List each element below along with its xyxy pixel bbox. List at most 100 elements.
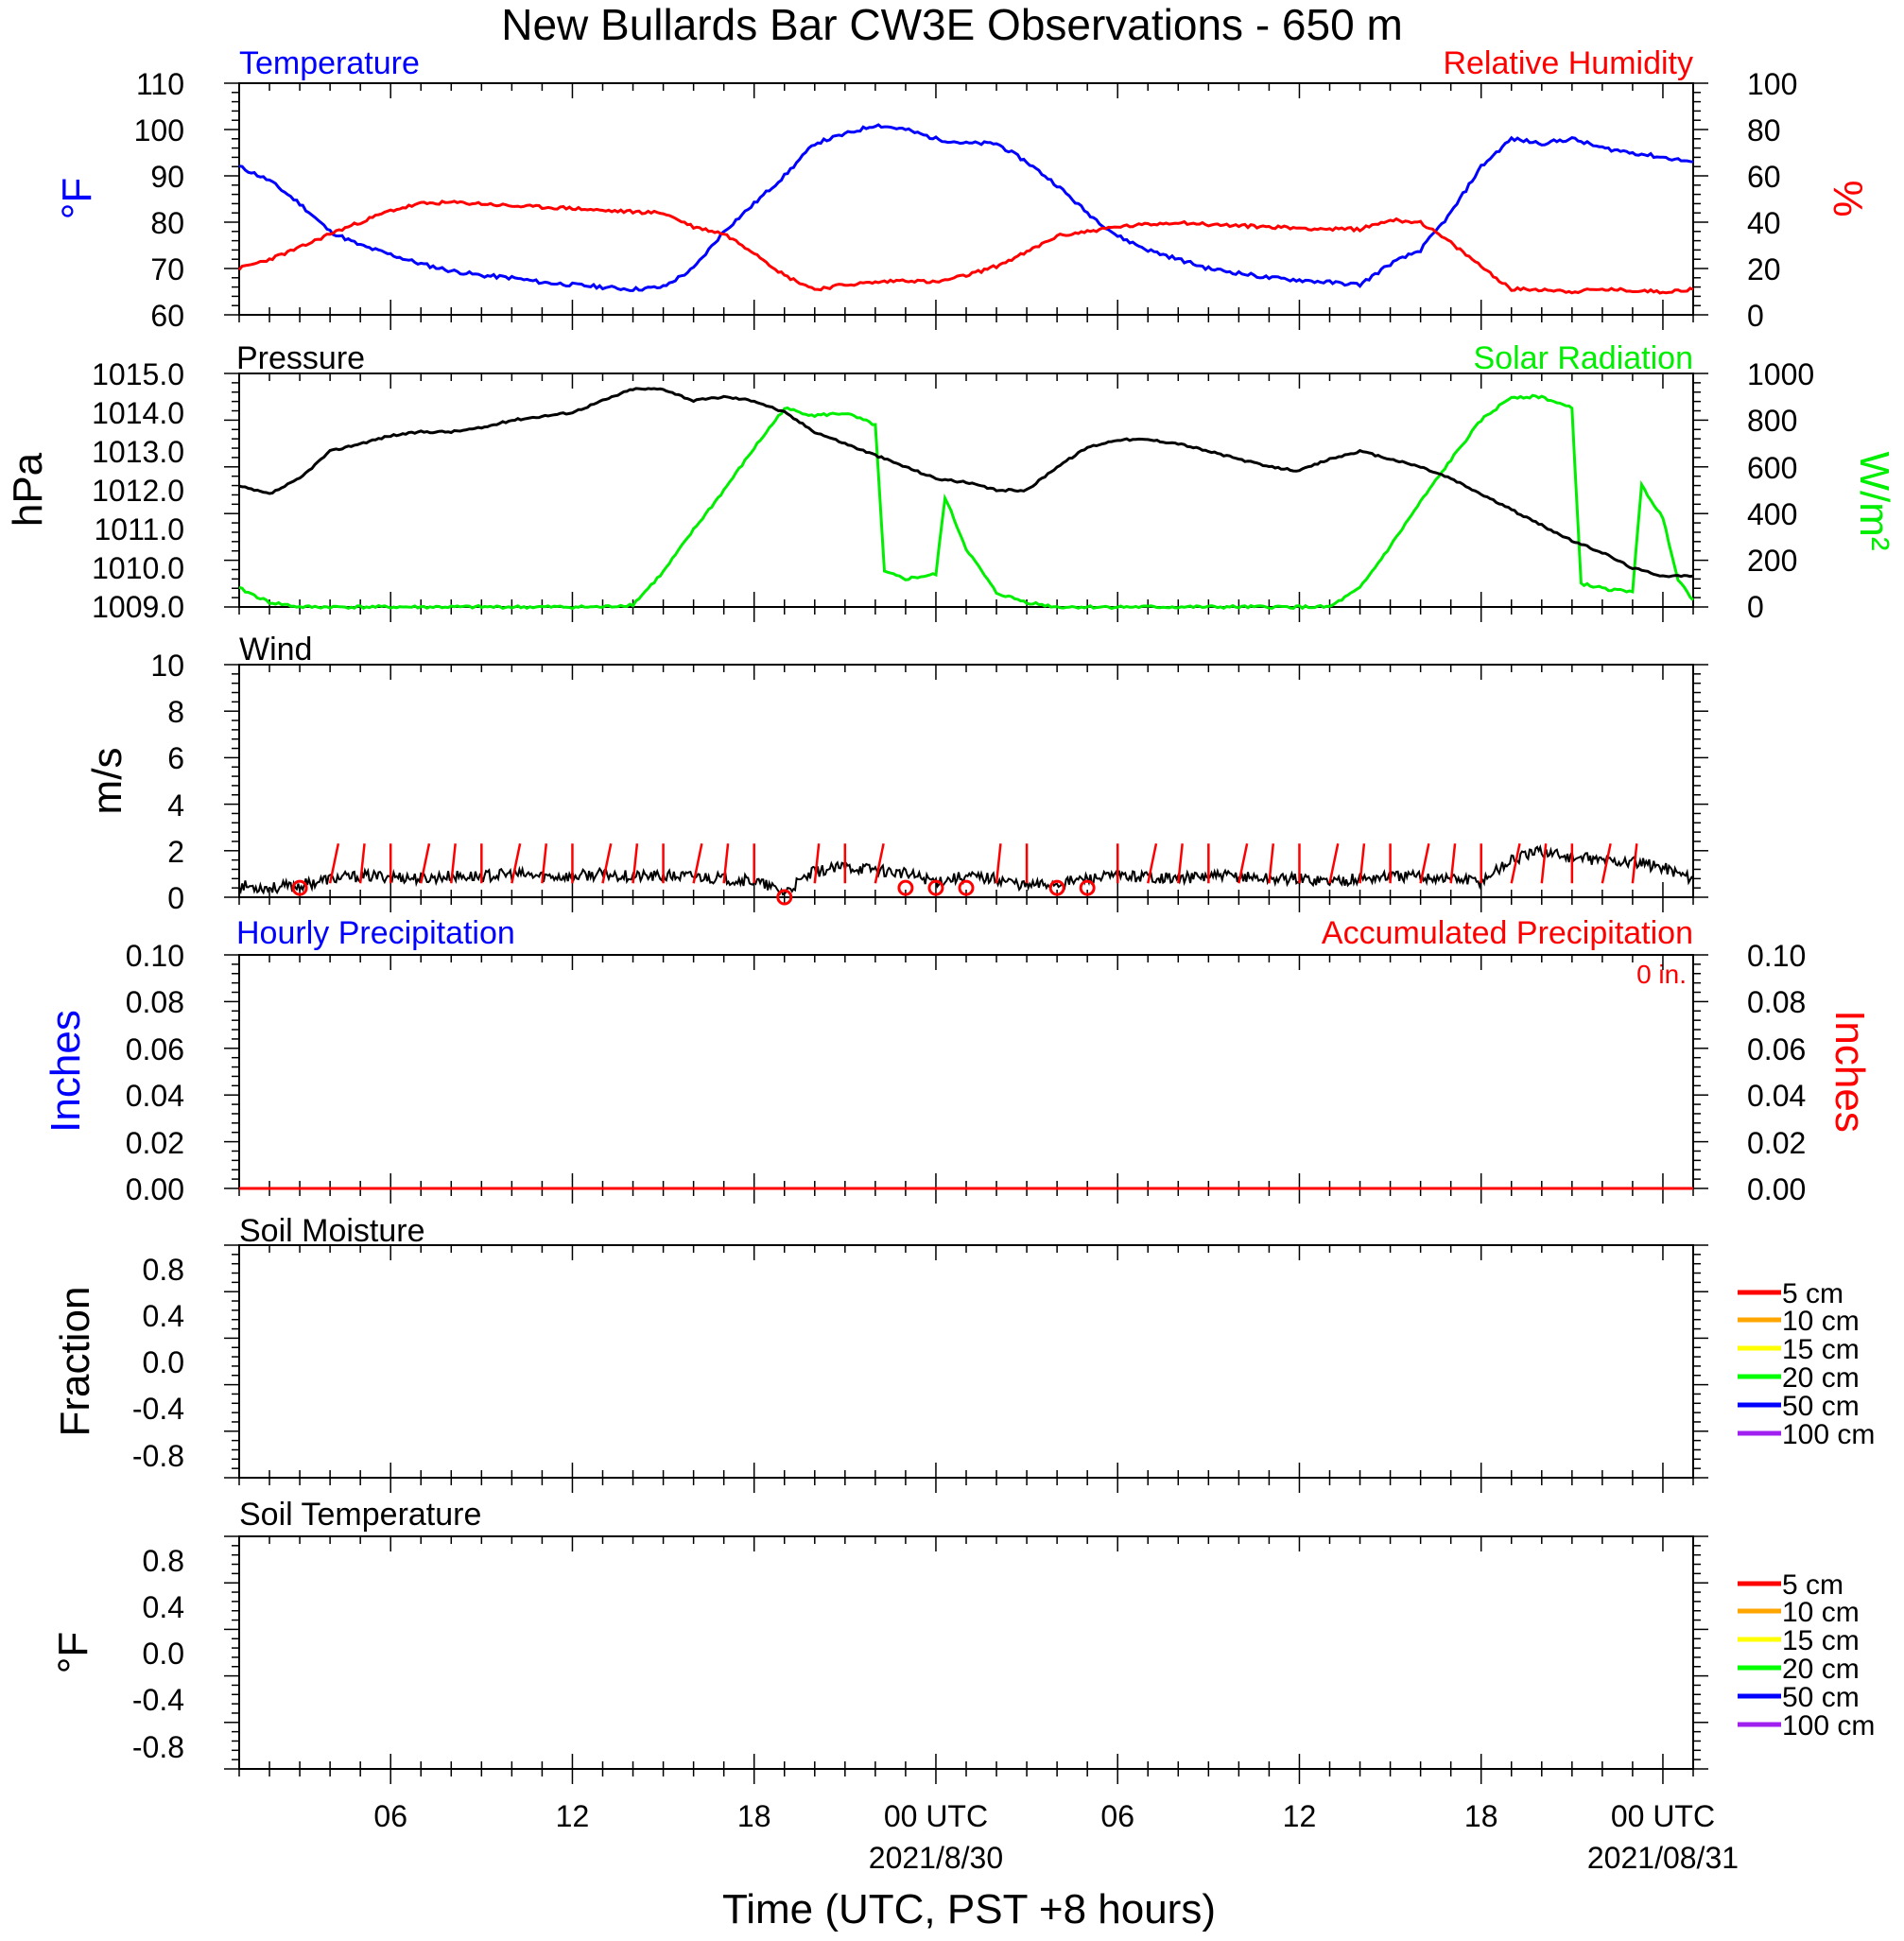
wind-barbs [291,842,1638,906]
wind-barb [358,843,366,884]
pressure-tick-label: 1010.0 [92,551,184,585]
wind-barb [1601,842,1612,884]
wind-barb [450,843,457,884]
panel-wind-left-unit: m/s [84,748,130,815]
panel-pressure-left-title: Pressure [236,340,365,376]
soil-temp-tick-label: 0.4 [143,1590,184,1624]
x-tick-label: 18 [1464,1799,1498,1833]
wind-barb [328,842,340,884]
panel-soil-temp-tick-marks [224,1535,1708,1784]
pressure-tick-label: 1012.0 [92,474,184,508]
panel-soil-temp-left-title: Soil Temperature [239,1497,481,1533]
legend-label-15cm: 15 cm [1782,1625,1860,1656]
wind-barb [1147,842,1158,884]
panel-precip-right-title: Accumulated Precipitation [1322,915,1693,951]
panel-precip-left-ticks: 0.10 0.08 0.06 0.04 0.02 0.00 [126,939,184,1206]
wind-barb [1510,842,1521,884]
wind-barb [1328,842,1340,884]
accum-tick-label: 0.02 [1747,1126,1806,1160]
wind-barb [1631,843,1638,884]
x-tick-label: 18 [737,1799,771,1833]
panel-soil-moisture-left-title: Soil Moisture [239,1213,425,1249]
panel-temp-rh-frame [238,82,1694,316]
solar-tick-label: 1000 [1747,357,1814,391]
panel-temp-rh-left-title: Temperature [239,45,420,81]
wind-calm-circle [927,879,944,896]
solar-tick-label: 800 [1747,404,1797,438]
panel-soil-temp-left-ticks: 0.8 0.4 0.0 -0.4 -0.8 [132,1544,184,1764]
panel-soil-moisture: Soil Moisture Fraction 0.8 0.4 0.0 -0.4 … [52,1213,1875,1493]
rh-tick-label: 20 [1747,252,1781,286]
wind-barb [692,842,703,884]
x-tick-label: 06 [373,1799,407,1833]
wind-calm-circle [776,889,793,906]
legend-label-5cm: 5 cm [1782,1278,1843,1309]
wind-calm-circle [958,879,975,896]
legend-label-20cm: 20 cm [1782,1362,1860,1394]
wind-tick-label: 8 [167,695,184,729]
solar-tick-label: 600 [1747,451,1797,485]
panel-wind-left-ticks: 10 8 6 4 2 0 [150,649,184,915]
wind-barb [813,843,821,884]
wind-calm-circle [1048,879,1065,896]
legend-label-20cm: 20 cm [1782,1654,1860,1685]
panel-soil-moisture-tick-marks [224,1244,1708,1493]
panel-temp-rh-right-ticks: 100 80 60 40 20 0 [1747,67,1797,333]
wind-barb [995,843,1002,884]
rh-tick-label: 60 [1747,160,1781,194]
wind-barb [1238,842,1249,884]
pressure-tick-label: 1013.0 [92,435,184,469]
soil-temp-legend: 5 cm 10 cm 15 cm 20 cm 50 cm 100 cm [1738,1569,1875,1742]
panel-solar-right-unit: W/m² [1851,451,1897,550]
x-axis-label: Time (UTC, PST +8 hours) [722,1886,1216,1932]
panel-temp-rh-tick-marks [224,82,1708,330]
panel-soil-moisture-left-ticks: 0.8 0.4 0.0 -0.4 -0.8 [132,1253,184,1473]
wind-calm-circle [897,879,914,896]
wind-barb [541,843,548,884]
x-tick-date-label: 2021/08/31 [1587,1841,1739,1875]
wind-tick-label: 6 [167,741,184,775]
accumulated-precip-total: 0 in. [1636,960,1687,989]
panel-precip-left-title: Hourly Precipitation [236,915,515,951]
relative-humidity-line [237,199,1694,295]
panel-wind-left-title: Wind [239,632,312,667]
wind-barb [722,843,730,884]
wind-barb [874,842,885,884]
panel-temp-rh-right-unit: % [1825,180,1871,217]
wind-tick-label: 2 [167,835,184,869]
panel-soil-temp-frame [238,1535,1694,1770]
accum-tick-label: 0.06 [1747,1032,1806,1066]
wind-barb [420,842,431,884]
panel-pressure-solar-tick-marks [224,373,1708,622]
wind-barb [1540,843,1548,884]
panel-solar-right-ticks: 1000 800 600 400 200 0 [1747,357,1814,624]
x-tick-label: 12 [556,1799,590,1833]
panel-precip-frame [238,954,1694,1189]
precip-tick-label: 0.08 [126,985,184,1019]
panel-pressure-solar: Pressure Solar Radiation hPa W/m² 1015.0… [5,340,1897,624]
precip-tick-label: 0.04 [126,1079,184,1113]
panel-temp-rh-left-unit: °F [54,178,100,219]
precip-tick-label: 0.06 [126,1032,184,1066]
panel-temp-rh-right-title: Relative Humidity [1443,45,1693,81]
panel-soil-temp: Soil Temperature °F 0.8 0.4 0.0 -0.4 -0.… [50,1497,1875,1784]
panel-solar-right-title: Solar Radiation [1474,340,1693,376]
panel-wind: Wind m/s 10 8 6 4 2 0 [84,632,1708,915]
pressure-tick-label: 1014.0 [92,396,184,430]
legend-label-10cm: 10 cm [1782,1306,1860,1337]
legend-label-10cm: 10 cm [1782,1597,1860,1628]
wind-tick-label: 0 [167,881,184,915]
soil-moisture-tick-label: -0.8 [132,1439,184,1473]
pressure-tick-label: 1009.0 [92,590,184,624]
wind-tick-label: 4 [167,789,184,823]
wind-barb [1419,842,1430,884]
rh-tick-label: 100 [1747,67,1797,101]
x-tick-label: 12 [1283,1799,1317,1833]
panel-precip: Hourly Precipitation Accumulated Precipi… [43,915,1873,1206]
panel-wind-tick-marks [224,664,1708,912]
temperature-line [238,123,1694,292]
panel-precip-left-unit: Inches [43,1010,89,1133]
panel-precip-tick-marks [224,954,1708,1204]
solar-tick-label: 0 [1747,590,1764,624]
wind-barb [1449,843,1457,884]
